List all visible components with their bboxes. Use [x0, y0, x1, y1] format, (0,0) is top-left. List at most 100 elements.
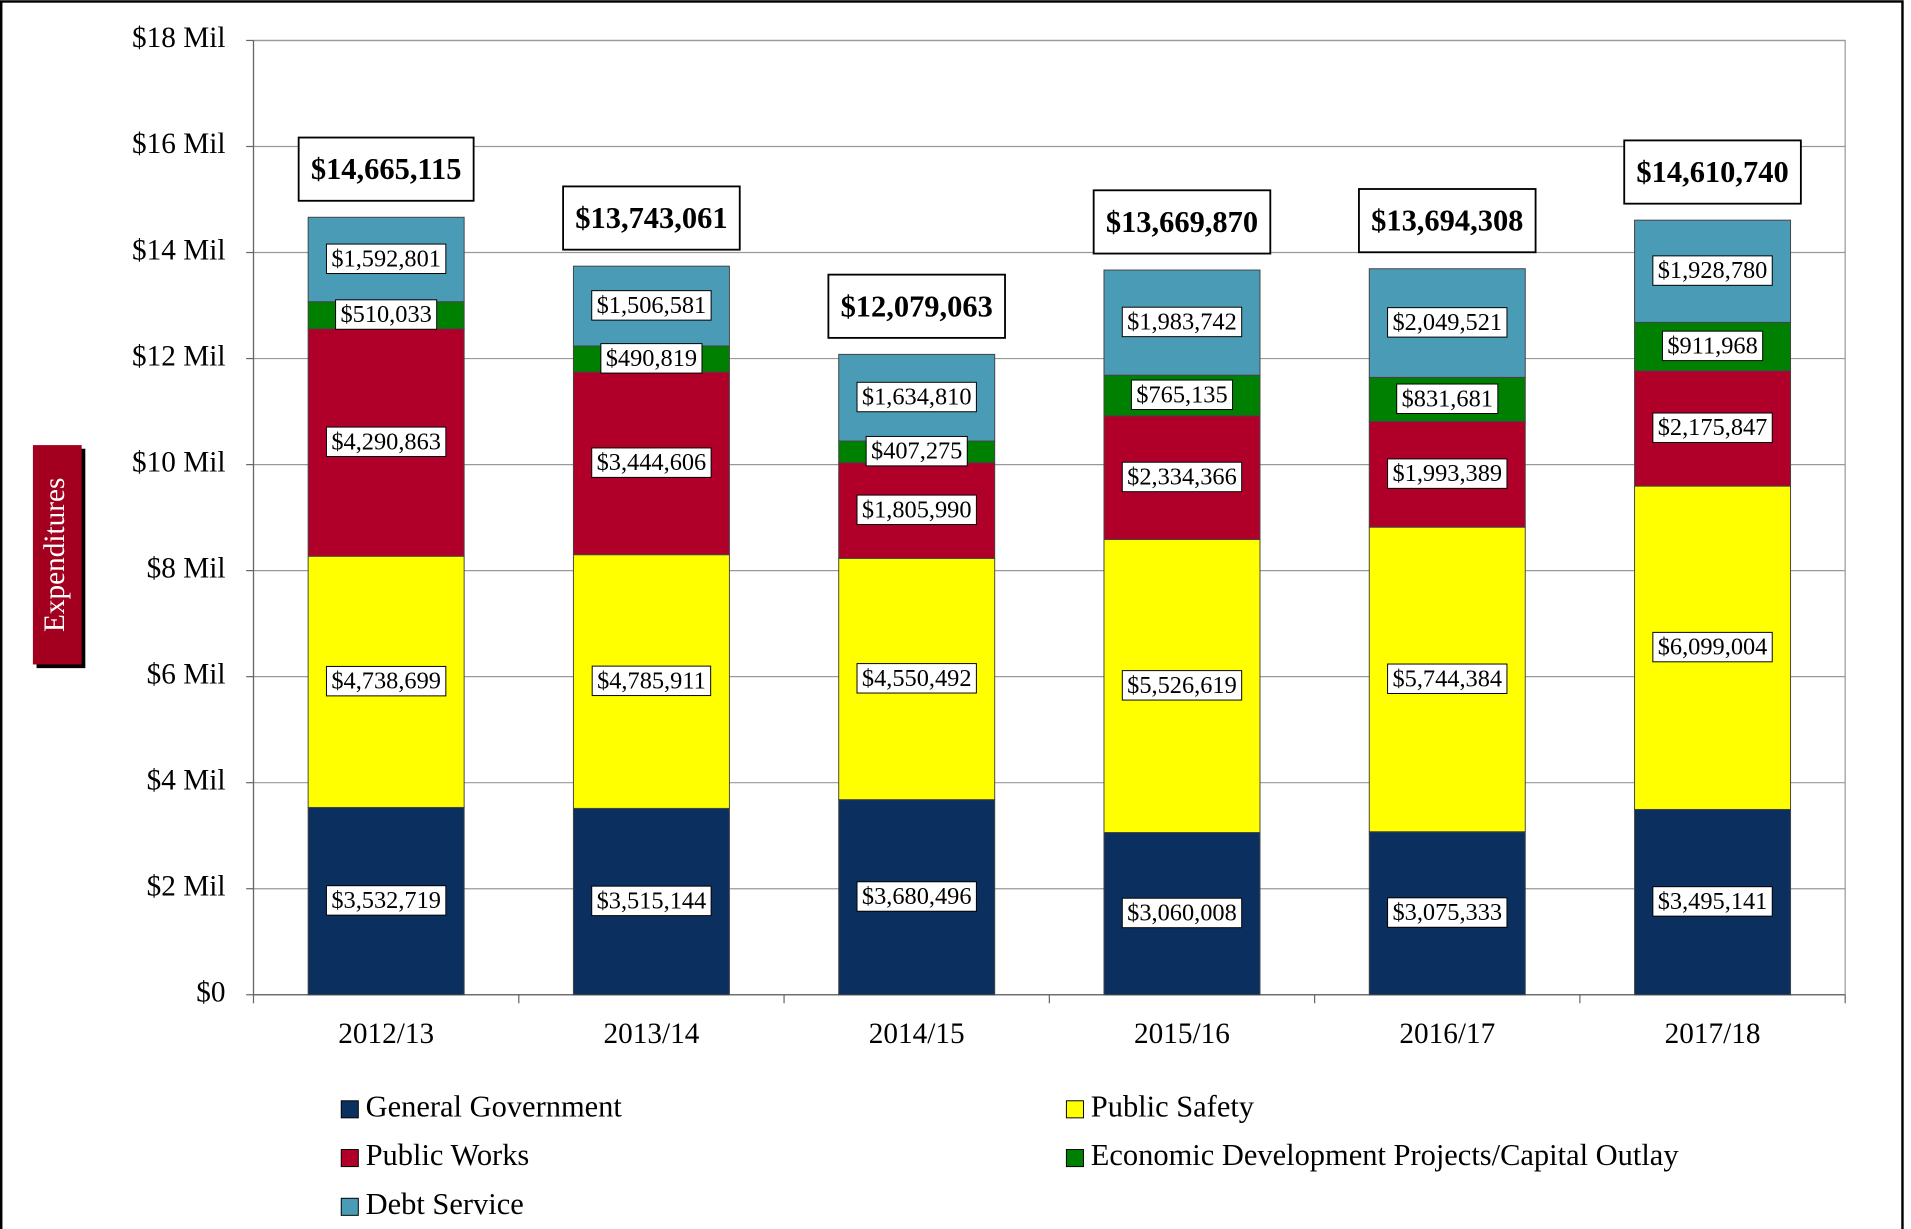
data-label-box — [1652, 886, 1773, 917]
data-label: $490,819 — [606, 345, 697, 372]
data-label: $5,526,619 — [1127, 672, 1237, 699]
data-label: $831,681 — [1402, 385, 1493, 412]
data-label: $3,444,606 — [597, 449, 707, 476]
total-label: $13,694,308 — [1371, 204, 1523, 238]
y-tick-label: $6 Mil — [147, 658, 226, 690]
legend-swatch — [340, 1197, 359, 1216]
total-label-box — [562, 185, 741, 251]
legend-swatch — [340, 1100, 359, 1119]
data-label: $5,744,384 — [1392, 665, 1502, 692]
data-label: $3,495,141 — [1658, 888, 1768, 915]
data-label: $1,634,810 — [862, 384, 972, 411]
data-label-box — [856, 663, 977, 694]
data-label-box — [325, 243, 447, 275]
legend-label: Economic Development Projects/Capital Ou… — [1091, 1138, 1680, 1172]
total-label: $12,079,063 — [841, 289, 993, 323]
data-label-box — [1121, 461, 1243, 493]
legend-label: Public Safety — [1091, 1089, 1255, 1123]
data-label: $3,060,008 — [1127, 899, 1237, 926]
data-label: $2,334,366 — [1127, 463, 1237, 490]
data-label: $3,515,144 — [597, 887, 707, 914]
data-label: $765,135 — [1136, 381, 1227, 408]
data-label: $3,075,333 — [1392, 899, 1502, 926]
data-label-box — [1387, 307, 1508, 338]
x-tick-label: 2016/17 — [1399, 1018, 1495, 1050]
data-label: $4,290,863 — [331, 428, 441, 455]
total-label-box — [297, 136, 475, 202]
data-label: $1,928,780 — [1658, 257, 1768, 284]
data-label-box — [600, 343, 703, 374]
data-label: $2,049,521 — [1392, 309, 1502, 336]
data-label: $4,785,911 — [597, 667, 706, 694]
y-tick-label: $18 Mil — [132, 22, 225, 54]
x-tick-label: 2015/16 — [1134, 1018, 1230, 1050]
data-label-box — [1652, 631, 1773, 663]
y-tick-label: $2 Mil — [147, 870, 226, 902]
data-label-box — [325, 885, 447, 916]
total-label: $13,743,061 — [575, 201, 727, 235]
data-label-box — [1387, 458, 1508, 489]
total-label-box — [1623, 139, 1802, 205]
y-tick-label: $4 Mil — [147, 764, 226, 796]
x-tick-label: 2013/14 — [603, 1018, 699, 1050]
legend-swatch — [340, 1149, 359, 1168]
data-label: $1,993,389 — [1392, 460, 1502, 487]
legend-label: Public Works — [366, 1138, 530, 1172]
data-label: $4,550,492 — [862, 665, 972, 692]
data-label: $911,968 — [1667, 332, 1757, 359]
data-label-box — [1121, 306, 1243, 338]
legend-label: Debt Service — [366, 1187, 524, 1221]
data-label: $1,592,801 — [331, 245, 441, 272]
legend-swatch — [1065, 1100, 1084, 1119]
data-label: $1,805,990 — [862, 496, 972, 523]
legend-label: General Government — [366, 1089, 623, 1123]
y-label-box — [32, 445, 82, 665]
total-label-box — [1092, 189, 1272, 255]
x-tick-label: 2014/15 — [869, 1018, 965, 1050]
data-label-box — [865, 435, 968, 467]
data-label-box — [591, 665, 712, 697]
y-tick-label: $0 — [196, 976, 225, 1008]
total-label: $13,669,870 — [1106, 205, 1258, 239]
data-label: $407,275 — [871, 438, 962, 465]
data-label-box — [1130, 379, 1234, 411]
data-label-box — [1121, 670, 1243, 701]
data-label-box — [335, 299, 438, 330]
data-label-box — [856, 494, 977, 526]
data-label-box — [856, 381, 977, 413]
total-label: $14,610,740 — [1636, 155, 1788, 189]
x-tick-label: 2017/18 — [1665, 1018, 1761, 1050]
legend-swatch — [1065, 1149, 1084, 1168]
data-label-box — [325, 426, 447, 458]
y-tick-label: $16 Mil — [132, 128, 225, 160]
data-label-box — [1652, 412, 1773, 443]
data-label-box — [1661, 330, 1764, 362]
data-label-box — [1387, 897, 1508, 928]
data-label: $6,099,004 — [1658, 634, 1768, 661]
total-label: $14,665,115 — [311, 152, 462, 186]
data-label-box — [1396, 383, 1499, 414]
data-label-box — [1387, 663, 1508, 694]
data-label-box — [591, 885, 712, 917]
y-tick-label: $12 Mil — [132, 340, 225, 372]
data-label-box — [591, 447, 712, 478]
data-label: $1,506,581 — [597, 292, 707, 319]
data-label: $4,738,699 — [331, 668, 441, 695]
y-tick-label: $8 Mil — [147, 552, 226, 584]
plot-area — [252, 39, 1846, 996]
data-label: $1,983,742 — [1127, 308, 1237, 335]
y-tick-label: $14 Mil — [132, 234, 225, 266]
data-label: $510,033 — [340, 301, 431, 328]
data-label: $2,175,847 — [1658, 414, 1768, 441]
data-label: $3,680,496 — [862, 883, 972, 910]
data-label-box — [591, 290, 712, 321]
data-label-box — [1121, 897, 1243, 929]
data-label-box — [856, 881, 977, 912]
total-label-box — [1358, 188, 1537, 254]
y-axis-label: Expenditures — [39, 478, 71, 632]
data-label: $3,532,719 — [331, 887, 441, 914]
x-tick-label: 2012/13 — [338, 1018, 434, 1050]
data-label-box — [1652, 255, 1773, 286]
